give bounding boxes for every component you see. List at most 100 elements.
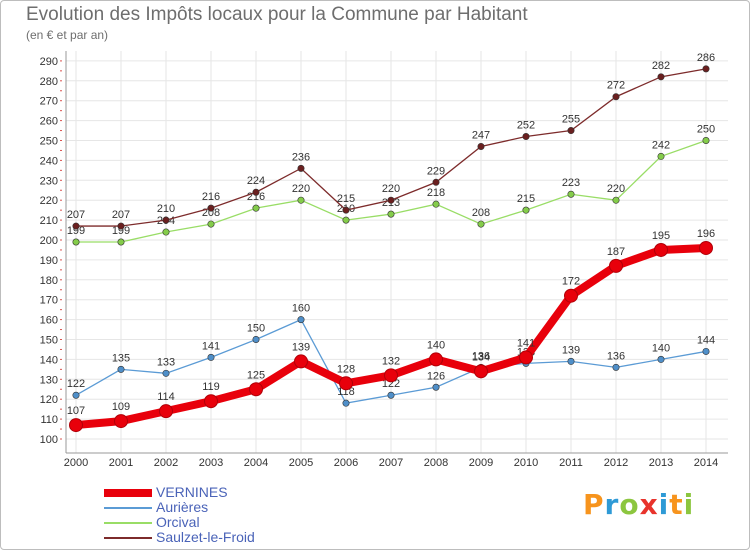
data-point: [612, 363, 620, 371]
data-label: 140: [427, 339, 445, 351]
x-tick-label: 2011: [559, 457, 583, 469]
legend-swatch: [104, 522, 152, 524]
data-point: [567, 190, 575, 198]
data-label: 128: [337, 363, 355, 375]
data-point: [297, 196, 305, 204]
data-point: [387, 391, 395, 399]
data-point: [339, 376, 353, 391]
data-label: 224: [247, 175, 265, 187]
y-tick-label: 170: [40, 295, 58, 307]
x-tick-label: 2007: [379, 457, 403, 469]
data-label: 187: [607, 246, 625, 258]
data-point: [609, 258, 623, 273]
legend-label: Saulzet-le-Froid: [156, 529, 255, 545]
plot-area: [60, 51, 728, 454]
y-tick-label: 130: [40, 374, 58, 386]
data-label: 220: [607, 183, 625, 195]
data-point: [117, 238, 125, 246]
data-label: 223: [562, 177, 580, 189]
data-point: [162, 369, 170, 377]
data-point: [702, 65, 710, 73]
data-point: [567, 127, 575, 135]
y-tick-label: 260: [40, 116, 58, 128]
y-tick-label: 230: [40, 175, 58, 187]
data-point: [387, 210, 395, 218]
y-tick-label: 140: [40, 354, 58, 366]
x-tick-label: 2004: [244, 457, 268, 469]
data-label: 220: [382, 183, 400, 195]
data-label: 255: [562, 114, 580, 126]
logo-letter: x: [639, 488, 659, 521]
logo-letter: o: [619, 488, 640, 521]
data-label: 199: [112, 225, 130, 237]
data-label: 133: [157, 356, 175, 368]
y-tick-label: 210: [40, 215, 58, 227]
data-label: 141: [517, 337, 535, 349]
data-label: 215: [517, 193, 535, 205]
y-tick-label: 290: [40, 56, 58, 68]
data-point: [567, 357, 575, 365]
data-label: 218: [427, 187, 445, 199]
data-point: [564, 288, 578, 303]
data-point: [204, 394, 218, 409]
data-label: 118: [337, 386, 355, 398]
y-tick-label: 160: [40, 315, 58, 327]
y-tick-label: 220: [40, 195, 58, 207]
data-point: [114, 414, 128, 429]
y-tick-label: 240: [40, 155, 58, 167]
data-label: 282: [652, 60, 670, 72]
data-point: [207, 204, 215, 212]
chart-subtitle: (en € et par an): [26, 28, 109, 42]
data-point: [519, 350, 533, 365]
data-label: 136: [607, 350, 625, 362]
data-point: [702, 137, 710, 145]
y-tick-label: 200: [40, 235, 58, 247]
data-label: 139: [292, 341, 310, 353]
data-point: [474, 364, 488, 379]
x-tick-label: 2003: [199, 457, 223, 469]
legend-swatch: [104, 507, 152, 509]
data-point: [657, 152, 665, 160]
data-label: 195: [652, 230, 670, 242]
data-point: [159, 404, 173, 419]
y-tick-label: 120: [40, 394, 58, 406]
logo-letter: P: [583, 488, 605, 521]
data-label: 286: [697, 52, 715, 64]
data-label: 250: [697, 124, 715, 136]
data-point: [207, 353, 215, 361]
data-point: [117, 365, 125, 373]
data-label: 140: [652, 342, 670, 354]
data-label: 139: [562, 344, 580, 356]
data-label: 122: [67, 378, 85, 390]
data-point: [117, 222, 125, 230]
data-label: 136: [472, 350, 490, 362]
legend-swatch: [104, 537, 152, 539]
data-label: 125: [247, 369, 265, 381]
data-point: [522, 206, 530, 214]
data-point: [384, 368, 398, 383]
data-point: [162, 216, 170, 224]
data-point: [342, 216, 350, 224]
data-label: 126: [427, 370, 445, 382]
data-point: [252, 335, 260, 343]
data-label: 210: [157, 203, 175, 215]
data-label: 109: [112, 401, 130, 413]
data-label: 207: [67, 209, 85, 221]
data-point: [612, 196, 620, 204]
data-label: 242: [652, 139, 670, 151]
data-point: [432, 383, 440, 391]
y-tick-label: 190: [40, 255, 58, 267]
data-point: [69, 418, 83, 433]
legend-label: VERNINES: [156, 484, 228, 500]
data-label: 135: [112, 352, 130, 364]
data-point: [252, 188, 260, 196]
data-point: [249, 382, 263, 397]
data-label: 236: [292, 151, 310, 163]
data-label: 172: [562, 276, 580, 288]
y-tick-label: 250: [40, 136, 58, 148]
data-label: 229: [427, 165, 445, 177]
logo-letter: i: [683, 488, 695, 521]
data-label: 215: [337, 193, 355, 205]
data-label: 196: [697, 228, 715, 240]
